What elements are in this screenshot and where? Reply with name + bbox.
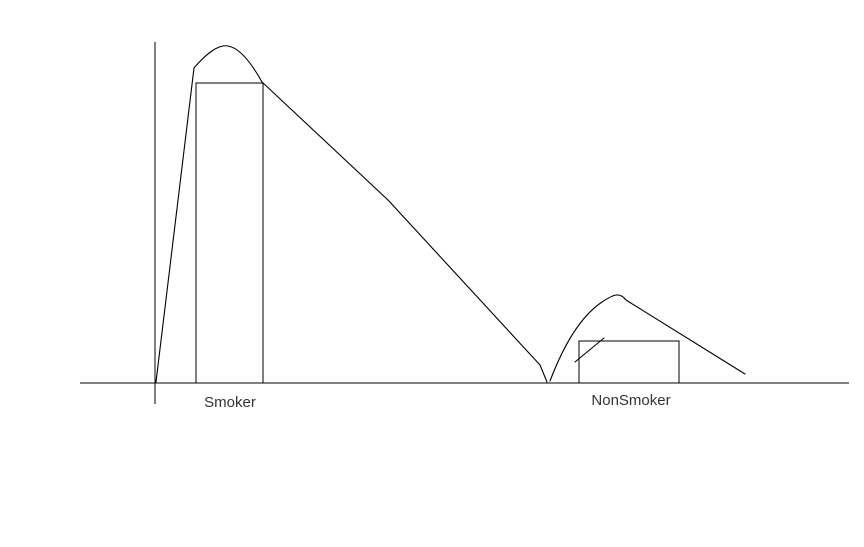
category-label-smoker: Smoker [204, 394, 256, 411]
hand-drawn-curve-nonsmoker [549, 294, 746, 382]
bar-nonsmoker [578, 340, 680, 384]
hand-drawn-curve-smoker [155, 45, 548, 383]
bar-smoker [195, 82, 264, 384]
hand-drawn-stroke-inner [574, 337, 605, 363]
category-label-nonsmoker: NonSmoker [591, 392, 670, 409]
